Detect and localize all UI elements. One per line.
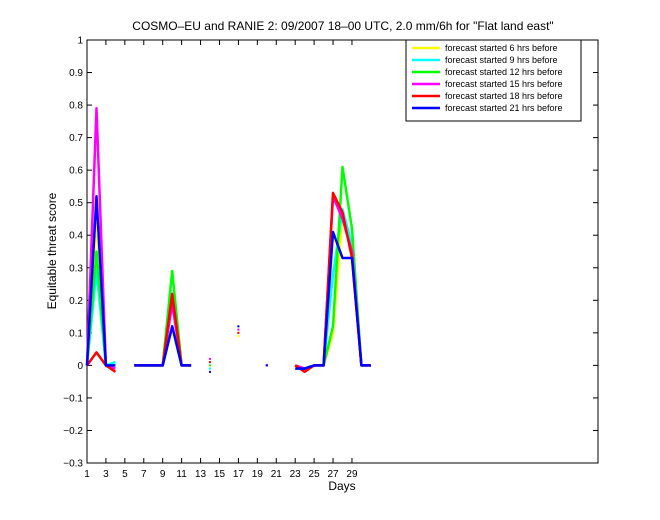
data-point <box>209 370 212 373</box>
x-tick-label: 21 <box>271 469 283 480</box>
x-tick-label: 5 <box>122 469 128 480</box>
y-tick-label: 0.4 <box>69 231 83 242</box>
y-tick-label: −0.1 <box>63 393 83 404</box>
legend-entry: forecast started 6 hrs before <box>445 43 558 53</box>
legend: forecast started 6 hrs before forecast st… <box>405 39 582 122</box>
data-point <box>209 367 212 370</box>
x-tick-label: 29 <box>346 469 358 480</box>
x-tick-label: 15 <box>214 469 226 480</box>
y-tick-label: 0.9 <box>69 68 83 79</box>
y-tick-label: −0.3 <box>63 459 83 470</box>
y-tick-label: 0.8 <box>69 101 83 112</box>
y-tick-label: 0.1 <box>69 328 83 339</box>
x-tick-label: 23 <box>290 469 302 480</box>
y-tick-label: 0.2 <box>69 296 83 307</box>
x-tick-label: 13 <box>195 469 207 480</box>
x-tick-label: 1 <box>84 469 90 480</box>
y-tick-label: 0.3 <box>69 263 83 274</box>
data-point <box>209 361 212 364</box>
data-point <box>209 364 212 367</box>
x-tick-label: 11 <box>176 469 187 480</box>
x-tick-label: 25 <box>309 469 321 480</box>
x-tick-label: 9 <box>160 469 166 480</box>
data-point <box>237 325 240 328</box>
data-point <box>209 357 212 360</box>
series-line <box>85 194 116 367</box>
x-tick-label: 17 <box>233 469 245 480</box>
y-tick-label: 0.5 <box>69 198 83 209</box>
y-axis-label: Equitable threat score <box>45 192 59 309</box>
series-line <box>85 351 117 373</box>
legend-entry: forecast started 9 hrs before <box>445 55 558 65</box>
x-tick-label: 3 <box>103 469 109 480</box>
data-point <box>265 364 268 367</box>
x-tick-label: 27 <box>327 469 339 480</box>
series-6 <box>85 194 371 373</box>
y-tick-label: 0.6 <box>69 166 83 177</box>
series-line <box>295 230 371 370</box>
y-tick-label: 0 <box>77 361 83 372</box>
data-point <box>237 328 240 331</box>
series-layer <box>85 107 371 374</box>
x-tick-label: 7 <box>141 469 147 480</box>
x-axis-label: Days <box>328 479 355 493</box>
series-line <box>85 107 116 370</box>
x-tick-label: 19 <box>252 469 264 480</box>
y-axis: −0.3 −0.2 −0.1 0 0.1 0.2 0.3 0.4 0.5 0.6 0.7 0.8 0.9… <box>63 36 598 470</box>
data-point <box>237 335 240 338</box>
x-axis: 1 3 5 7 9 11 13 15 17 19 21 23 25 27 29 <box>84 40 358 480</box>
data-point <box>237 331 240 334</box>
legend-entry: forecast started 12 hrs before <box>445 67 563 77</box>
chart-title: COSMO–EU and RANIE 2: 09/2007 18–00 UTC,… <box>132 19 553 33</box>
y-tick-label: 1 <box>77 36 83 47</box>
y-tick-label: 0.7 <box>69 133 83 144</box>
legend-entry: forecast started 21 hrs before <box>445 103 563 113</box>
series-line <box>134 325 192 367</box>
y-tick-label: −0.2 <box>63 426 83 437</box>
legend-entry: forecast started 18 hrs before <box>445 91 563 101</box>
legend-entry: forecast started 15 hrs before <box>445 79 563 89</box>
